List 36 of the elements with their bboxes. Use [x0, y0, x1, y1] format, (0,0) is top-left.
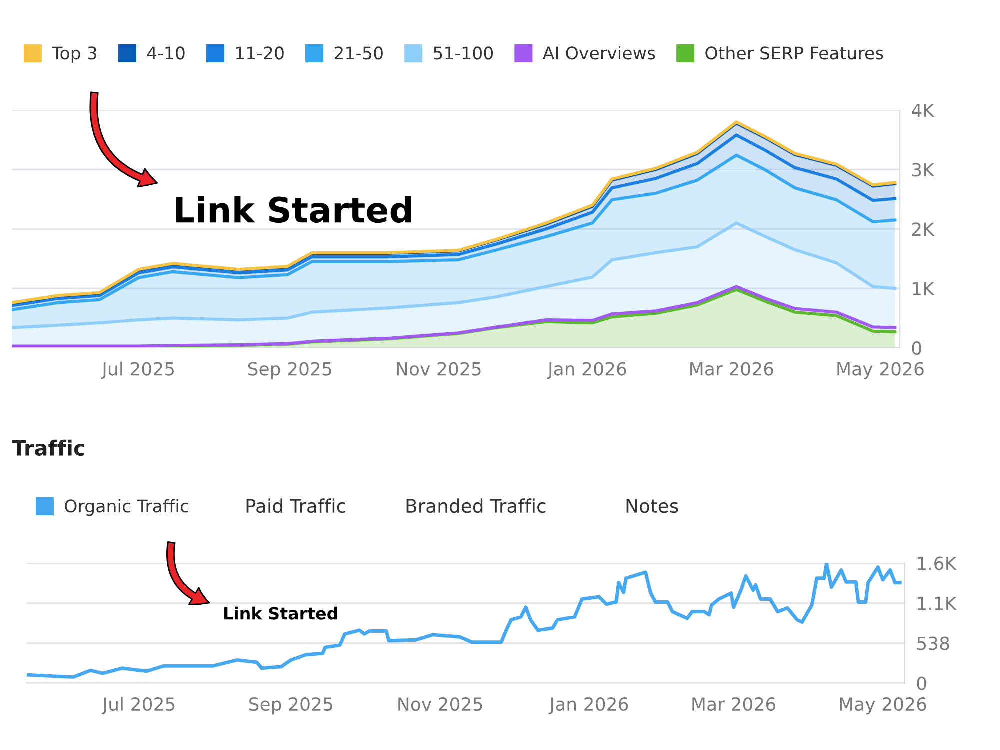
y-tick-label: 4K — [912, 104, 935, 118]
x-tick-label: Mar 2026 — [692, 697, 776, 712]
y-tick-label: 0 — [912, 341, 922, 356]
x-tick-label: Jul 2025 — [101, 362, 174, 380]
legend-label: 4-10 — [147, 46, 185, 60]
y-tick-label: 2K — [912, 222, 935, 236]
x-tick-label: Jul 2025 — [102, 697, 175, 714]
y-tick-label: 1K — [913, 282, 935, 296]
text: Branded Traffic — [406, 498, 546, 514]
annotation: Link Started — [176, 196, 412, 224]
x-tick-label: Sep 2025 — [248, 362, 332, 380]
legend-label: 51-100 — [434, 46, 494, 60]
line-series — [27, 563, 902, 680]
x-tick-label: Nov 2025 — [397, 362, 481, 376]
annotation: Link Started — [224, 606, 338, 620]
chart-title: Traffic — [12, 440, 84, 456]
text: Paid Traffic — [246, 498, 346, 514]
legend-label: 11-20 — [236, 46, 284, 60]
x-tick-label: Jan 2026 — [548, 697, 628, 714]
x-tick-label: Jan 2026 — [547, 362, 626, 380]
legend-label: Organic Traffic — [65, 499, 188, 516]
y-tick-label: 0 — [917, 676, 926, 690]
x-tick-label: Mar 2026 — [690, 362, 774, 376]
legend-label: AI Overviews — [542, 46, 656, 60]
y-tick-label: 538 — [918, 636, 950, 650]
x-tick-label: Nov 2025 — [398, 697, 482, 712]
y-tick-label: 3K — [912, 163, 935, 177]
legend-label: 21-50 — [334, 46, 383, 60]
legend-label: Top 3 — [52, 46, 97, 64]
legend-label: Other SERP Features — [706, 46, 884, 60]
x-tick-label: May 2026 — [840, 697, 926, 715]
x-tick-label: Sep 2025 — [249, 697, 332, 715]
text: Notes — [626, 499, 678, 514]
x-tick-label: May 2026 — [838, 362, 924, 380]
y-tick-label: 1.1K — [918, 596, 958, 610]
y-tick-label: 1.6K — [918, 556, 958, 570]
